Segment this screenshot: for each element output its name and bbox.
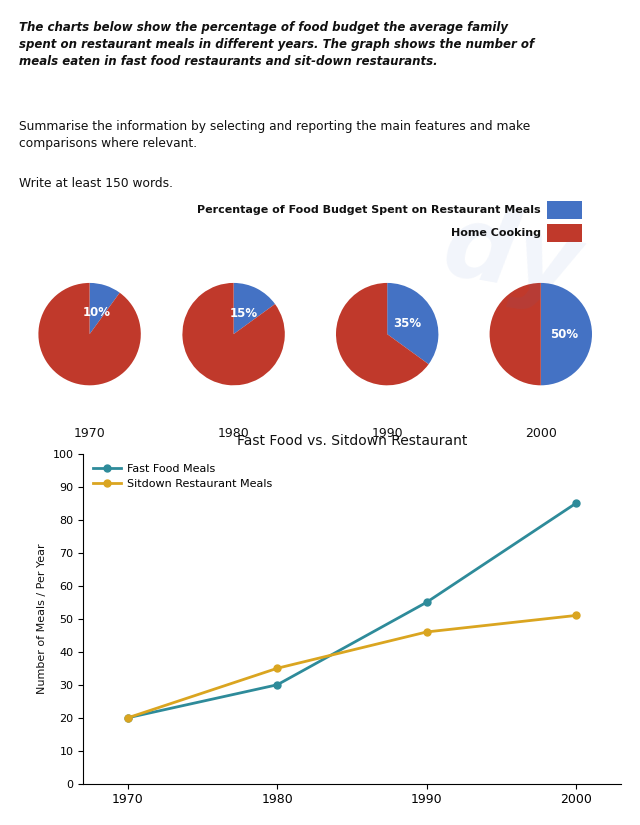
Fast Food Meals (273, 680, 281, 690)
Fast Food Meals (423, 597, 431, 607)
Line: Sitdown Restaurant Meals: Sitdown Restaurant Meals (125, 612, 579, 721)
Sitdown Restaurant Meals (423, 627, 431, 637)
Text: 2000: 2000 (525, 427, 557, 441)
Text: Home Cooking: Home Cooking (451, 228, 541, 238)
Title: Fast Food vs. Sitdown Restaurant: Fast Food vs. Sitdown Restaurant (237, 435, 467, 449)
Line: Fast Food Meals: Fast Food Meals (125, 500, 579, 721)
Sitdown Restaurant Meals (273, 663, 281, 673)
Text: 10%: 10% (83, 306, 111, 318)
Wedge shape (336, 283, 429, 385)
Wedge shape (490, 283, 541, 385)
Text: 50%: 50% (550, 328, 578, 341)
Fast Food Meals (572, 498, 580, 508)
Sitdown Restaurant Meals (572, 610, 580, 620)
Wedge shape (38, 283, 141, 385)
Sitdown Restaurant Meals (124, 713, 132, 723)
Wedge shape (182, 283, 285, 385)
Text: Write at least 150 words.: Write at least 150 words. (19, 177, 173, 191)
Text: dy: dy (435, 198, 587, 318)
Text: 35%: 35% (394, 317, 422, 330)
Text: Summarise the information by selecting and reporting the main features and make
: Summarise the information by selecting a… (19, 120, 531, 149)
Y-axis label: Number of Meals / Per Year: Number of Meals / Per Year (37, 544, 47, 694)
Text: 1980: 1980 (218, 427, 250, 441)
Text: 15%: 15% (230, 307, 258, 320)
Wedge shape (234, 283, 275, 334)
Fast Food Meals (124, 713, 132, 723)
Text: Percentage of Food Budget Spent on Restaurant Meals: Percentage of Food Budget Spent on Resta… (197, 205, 541, 215)
Wedge shape (90, 283, 120, 334)
Text: The charts below show the percentage of food budget the average family
spent on : The charts below show the percentage of … (19, 21, 534, 68)
Text: 1990: 1990 (371, 427, 403, 441)
Text: 1970: 1970 (74, 427, 106, 441)
Legend: Fast Food Meals, Sitdown Restaurant Meals: Fast Food Meals, Sitdown Restaurant Meal… (89, 460, 276, 493)
Wedge shape (541, 283, 592, 385)
Wedge shape (387, 283, 438, 364)
